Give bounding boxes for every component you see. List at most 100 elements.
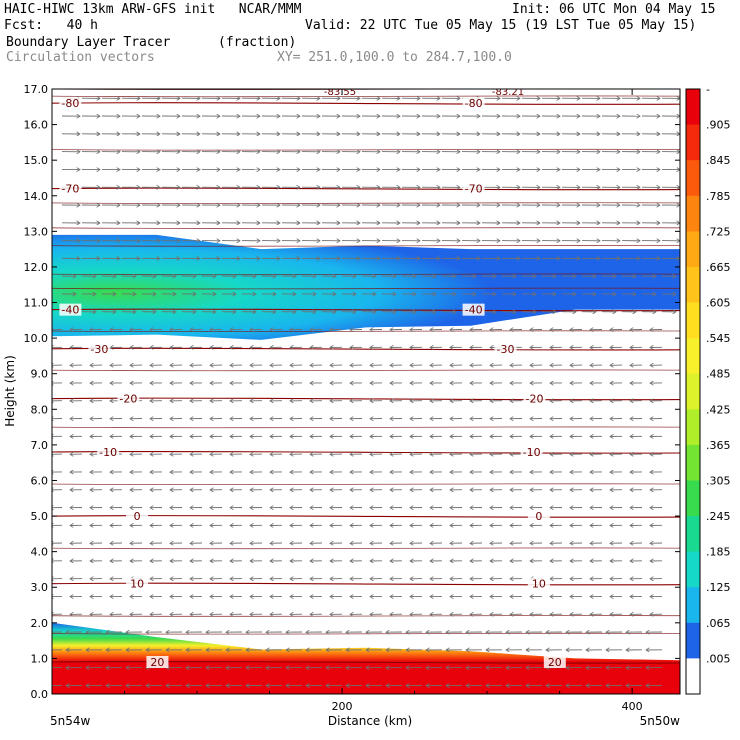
contour-line (52, 426, 680, 429)
colorbar-swatch (686, 302, 700, 339)
contour-label-bg (59, 182, 82, 195)
colorbar-label: .605 (706, 297, 731, 310)
contour-label-bg (462, 182, 485, 195)
isotherm-contour (52, 582, 680, 586)
y-tick-label: 2.0 (31, 617, 49, 630)
contour-label-bg (97, 446, 120, 458)
colorbar-swatch (686, 124, 700, 161)
colorbar-swatch (686, 587, 700, 624)
colorbar-label: .125 (706, 581, 731, 594)
contour-label: 10 (532, 578, 546, 591)
y-tick-label: 6.0 (31, 474, 49, 487)
contour-label: -70 (61, 183, 79, 196)
colorbar-label: .425 (706, 403, 731, 416)
x-tick-label: 400 (622, 700, 643, 713)
colorbar-label: .185 (706, 546, 731, 559)
model-title: HAIC-HIWC 13km ARW-GFS init NCAR/MMM (4, 2, 302, 17)
colorbar-label: .365 (706, 439, 731, 452)
y-tick-label: 14.0 (24, 190, 49, 203)
y-tick-label: 1.0 (31, 652, 49, 665)
y-tick-label: 8.0 (31, 403, 49, 416)
x-tick-label: 200 (332, 700, 353, 713)
field-units: (fraction) (218, 35, 297, 50)
contour-label-bg (527, 510, 550, 523)
colorbar-swatch (686, 160, 700, 197)
colorbar-swatch (686, 480, 700, 517)
contour-label-bg (523, 392, 546, 405)
y-tick-label: 12.0 (24, 261, 49, 274)
contour-label: -70 (465, 183, 483, 196)
contour-label: 0 (535, 510, 542, 523)
colorbar-swatch (686, 658, 700, 695)
isotherm-contour (52, 397, 680, 401)
y-tick-label: 17.0 (24, 83, 49, 96)
y-tick-label: 4.0 (31, 546, 49, 559)
init-time: Init: 06 UTC Mon 04 May 15 (512, 2, 716, 17)
contour-line (52, 287, 680, 290)
y-tick-label: 15.0 (24, 154, 49, 167)
colorbar-swatch (686, 444, 700, 481)
colorbar-label: .785 (706, 190, 731, 203)
contour-label: -20 (526, 393, 544, 406)
colorbar-swatch (686, 231, 700, 268)
isotherm-contour (52, 347, 680, 351)
y-tick-label: 10.0 (24, 332, 49, 345)
contour-label-bg (59, 303, 82, 316)
contour-label: -40 (61, 304, 79, 317)
contour-label-bg (462, 97, 485, 110)
y-tick-label: 9.0 (31, 368, 49, 381)
contour-label-bg (494, 342, 517, 355)
xy-range: XY= 251.0,100.0 to 284.7,100.0 (277, 50, 512, 65)
colorbar-label: .065 (706, 617, 731, 630)
colorbar-label: .905 (706, 119, 731, 132)
colorbar-swatch (686, 551, 700, 588)
colorbar-label: .725 (706, 225, 731, 238)
x-left-endpoint: 5n54w (50, 714, 91, 728)
contour-label-bg (88, 342, 111, 355)
colorbar-swatch (686, 373, 700, 410)
colorbar-swatch (686, 195, 700, 232)
colorbar-swatch (686, 409, 700, 446)
colorbar-swatch (686, 338, 700, 375)
colorbar-label: .845 (706, 154, 731, 167)
isotherm-contour (52, 514, 680, 518)
contour-line (52, 202, 680, 205)
contour-label: -83.55 (324, 87, 356, 98)
contour-label: 0 (134, 510, 141, 523)
plot-frame (51, 88, 681, 695)
contour-label: -30 (497, 343, 515, 356)
contour-line (52, 148, 680, 151)
contour-line (52, 547, 680, 550)
colorbar-label: .485 (706, 368, 731, 381)
colorbar-label: .005 (706, 652, 731, 665)
isotherm-contour (52, 102, 680, 105)
isotherm-contour (52, 450, 680, 454)
colorbar-swatch (686, 516, 700, 553)
tracer-region-upper-outflow-layer (52, 234, 680, 340)
contour-label: -80 (465, 97, 483, 110)
y-tick-label: 0.0 (31, 688, 49, 701)
contour-label-bg (126, 577, 149, 590)
y-tick-label: 7.0 (31, 439, 49, 452)
contour-label-bg (146, 655, 169, 668)
x-axis-title: Distance (km) (328, 714, 412, 728)
contour-label: -83.21 (492, 87, 524, 98)
colorbar-label: - (706, 83, 710, 96)
contour-line (52, 227, 680, 229)
contour-label-bg (59, 97, 82, 110)
y-tick-label: 5.0 (31, 510, 49, 523)
contour-label: -10 (99, 446, 117, 459)
contour-label: -20 (119, 393, 137, 406)
vector-name: Circulation vectors (6, 50, 155, 65)
contour-line (52, 615, 680, 617)
isotherm-contour (52, 660, 680, 664)
contour-label-bg (520, 446, 543, 458)
colorbar-swatch (686, 89, 700, 126)
field-name: Boundary Layer Tracer (6, 35, 171, 50)
contour-label: -80 (61, 97, 79, 110)
y-tick-label: 13.0 (24, 225, 49, 238)
valid-time: Valid: 22 UTC Tue 05 May 15 (19 LST Tue … (305, 18, 697, 33)
contour-label: 10 (130, 578, 144, 591)
contour-label-bg (543, 655, 566, 668)
